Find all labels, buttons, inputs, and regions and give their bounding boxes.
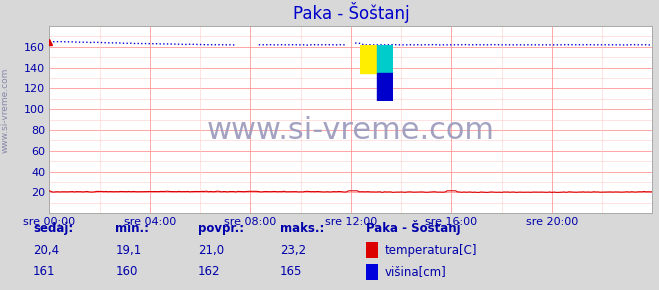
Title: Paka - Šoštanj: Paka - Šoštanj [293, 2, 409, 23]
Text: www.si-vreme.com: www.si-vreme.com [1, 68, 10, 153]
Text: 20,4: 20,4 [33, 244, 59, 257]
Text: 21,0: 21,0 [198, 244, 224, 257]
Bar [376, 45, 393, 73]
Text: 161: 161 [33, 265, 55, 278]
Text: 23,2: 23,2 [280, 244, 306, 257]
Text: 165: 165 [280, 265, 302, 278]
Text: višina[cm]: višina[cm] [384, 265, 446, 278]
Text: maks.:: maks.: [280, 222, 324, 235]
Text: temperatura[C]: temperatura[C] [384, 244, 476, 257]
Text: 162: 162 [198, 265, 220, 278]
Text: povpr.:: povpr.: [198, 222, 244, 235]
Bar [376, 73, 393, 101]
Text: 19,1: 19,1 [115, 244, 142, 257]
Text: www.si-vreme.com: www.si-vreme.com [207, 116, 495, 145]
Text: min.:: min.: [115, 222, 150, 235]
Text: Paka - Šoštanj: Paka - Šoštanj [366, 220, 461, 235]
Text: 160: 160 [115, 265, 138, 278]
Bar [360, 45, 376, 73]
Text: sedaj:: sedaj: [33, 222, 73, 235]
